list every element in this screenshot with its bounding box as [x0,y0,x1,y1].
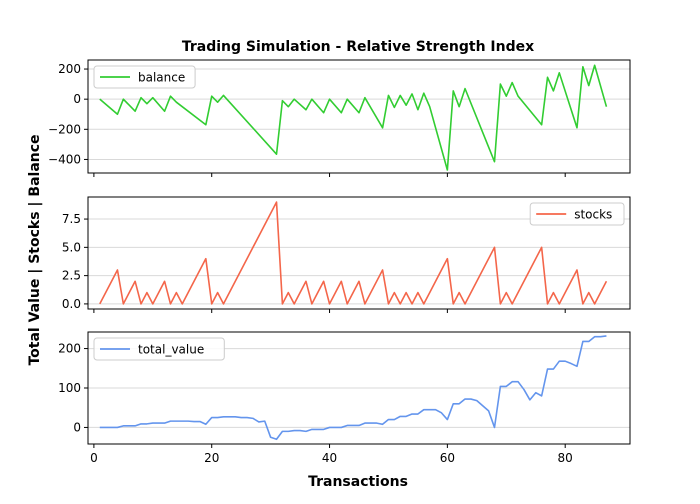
panel-total_value: 200 100 0 0 20 40 60 80 total_value [58,331,631,465]
series-line-balance [99,64,608,171]
y-tick-label: 0 [73,92,81,106]
legend-box [93,65,196,89]
x-tick-label: 0 [90,451,98,465]
legend-label: total_value [138,343,204,357]
panel-stocks: 0.0 2.5 5.0 7.5 stocks [62,196,631,313]
x-tick-label: 40 [322,451,337,465]
axes-frame [87,196,631,310]
y-tick-label: 7.5 [62,212,81,226]
x-axis-label: Transactions [308,474,408,490]
legend-box [93,337,225,361]
legend-stocks: stocks [529,202,625,226]
y-tick-label: 200 [58,62,81,76]
x-tick-label: 60 [440,451,455,465]
legend-label: balance [138,71,185,85]
y-tick-label: 2.5 [62,269,81,283]
y-tick-label: −200 [48,122,81,136]
y-tick-label: 5.0 [62,240,81,254]
y-tick-label: −400 [48,152,81,166]
series-line-stocks [99,201,608,305]
axes-frame [87,59,631,174]
y-axis-label: Total Value | Stocks | Balance [27,134,43,365]
y-tick-label: 0 [73,420,81,434]
x-tick-label: 80 [558,451,573,465]
y-tick-label: 0.0 [62,297,81,311]
panel-balance: 200 0 −200 −400 balance [48,59,631,177]
series-line-total_value [99,335,607,441]
y-tick-label: 200 [58,342,81,356]
legend-box [529,202,625,226]
y-tick-label: 100 [58,381,81,395]
legend-total_value: total_value [93,337,225,361]
legend-label: stocks [574,208,612,222]
chart-title: Trading Simulation - Relative Strength I… [182,39,534,55]
x-tick-label: 20 [204,451,219,465]
legend-balance: balance [93,65,196,89]
